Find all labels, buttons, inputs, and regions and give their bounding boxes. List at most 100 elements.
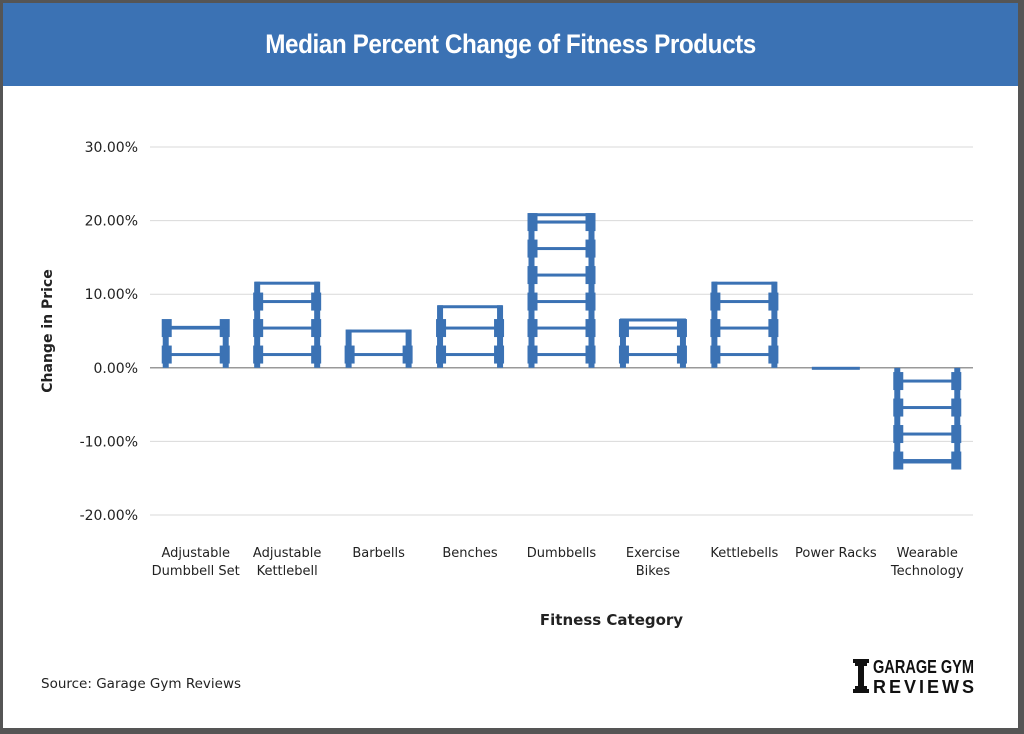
y-axis-label: Change in Price <box>40 269 56 392</box>
plate <box>219 345 230 364</box>
bar <box>344 329 413 368</box>
dumbbell-icon <box>853 659 869 693</box>
chart-header: Median Percent Change of Fitness Product… <box>3 3 1018 86</box>
bar-handle <box>718 326 771 330</box>
bar-handle <box>535 220 588 224</box>
logo-line1: GARAGE GYM <box>873 657 974 677</box>
bar <box>527 213 596 368</box>
plate <box>527 319 538 338</box>
bar-cap <box>529 213 594 217</box>
plate <box>527 213 538 232</box>
plate <box>161 345 172 364</box>
bar-segment <box>811 366 860 370</box>
x-tick-label: Benches <box>442 546 498 561</box>
bar-handle <box>535 353 588 357</box>
plate <box>527 266 538 285</box>
bar-handle <box>901 379 954 383</box>
x-tick-label: Power Racks <box>795 546 877 561</box>
plate <box>253 345 264 364</box>
x-tick-label: Wearable Technology <box>890 546 964 579</box>
plate <box>618 319 629 338</box>
plate <box>585 239 596 258</box>
x-tick-label: Kettlebells <box>710 546 778 561</box>
plate <box>951 398 962 417</box>
x-tick-label: Barbells <box>352 546 405 561</box>
bar-handle <box>626 353 679 357</box>
plate <box>710 292 721 311</box>
bar-handle <box>444 326 497 330</box>
bar-cap <box>255 281 320 285</box>
bar-handle <box>169 353 222 357</box>
plate <box>311 345 322 364</box>
plate <box>436 345 447 364</box>
chart-title: Median Percent Change of Fitness Product… <box>265 29 756 59</box>
bar <box>618 318 687 368</box>
plate <box>494 345 505 364</box>
plate <box>344 345 355 364</box>
y-tick-label: -10.00% <box>80 434 138 450</box>
plate <box>585 292 596 311</box>
plate <box>311 319 322 338</box>
plate <box>676 319 687 338</box>
x-tick-label: Dumbbells <box>527 546 597 561</box>
bar-cap <box>620 318 685 322</box>
y-tick-label: 10.00% <box>85 287 138 303</box>
plate <box>951 425 962 444</box>
plate <box>710 319 721 338</box>
plate <box>311 292 322 311</box>
bar-handle <box>261 326 314 330</box>
bar-handle <box>352 353 405 357</box>
plate <box>494 319 505 338</box>
plate <box>893 372 904 391</box>
bar-cap <box>712 281 777 285</box>
bar-handle <box>535 300 588 304</box>
bar <box>253 281 322 368</box>
plate <box>253 319 264 338</box>
plate <box>676 345 687 364</box>
plate <box>436 319 447 338</box>
bar-handle <box>535 326 588 330</box>
source-note: Source: Garage Gym Reviews <box>41 676 242 692</box>
plate <box>893 425 904 444</box>
plate <box>527 345 538 364</box>
garage-gym-reviews-logo: GARAGE GYM REVIEWS <box>853 657 974 696</box>
bar <box>436 305 505 368</box>
bar-cap <box>895 460 960 464</box>
plate <box>893 398 904 417</box>
bar-handle <box>718 300 771 304</box>
bar-cap <box>438 305 503 309</box>
bar-handle <box>444 353 497 357</box>
x-tick-label: Adjustable Kettlebell <box>253 546 321 579</box>
plate <box>527 292 538 311</box>
bar-handle <box>535 247 588 251</box>
y-tick-label: 0.00% <box>94 361 138 377</box>
plate <box>710 345 721 364</box>
y-tick-label: -20.00% <box>80 508 138 524</box>
logo-line2: REVIEWS <box>873 677 974 696</box>
bar-handle <box>261 353 314 357</box>
plate <box>253 292 264 311</box>
y-tick-label: 20.00% <box>85 214 138 230</box>
bar-handle <box>626 326 679 330</box>
x-axis-label: Fitness Category <box>540 611 683 629</box>
plate <box>951 372 962 391</box>
y-tick-label: 30.00% <box>85 140 138 156</box>
bar <box>811 366 860 370</box>
bar-handle <box>535 273 588 277</box>
bar-cap <box>163 325 228 329</box>
plate <box>768 345 779 364</box>
plate <box>585 345 596 364</box>
plate <box>402 345 413 364</box>
bar <box>710 281 779 368</box>
plate <box>618 345 629 364</box>
bar-upright <box>679 318 686 368</box>
bar-handle <box>901 406 954 410</box>
plate <box>585 213 596 232</box>
x-tick-label: Exercise Bikes <box>626 546 680 579</box>
bar-upright <box>528 213 535 368</box>
plate <box>585 319 596 338</box>
bar-upright <box>588 213 595 368</box>
bar-upright <box>619 318 626 368</box>
bar-handle <box>718 353 771 357</box>
